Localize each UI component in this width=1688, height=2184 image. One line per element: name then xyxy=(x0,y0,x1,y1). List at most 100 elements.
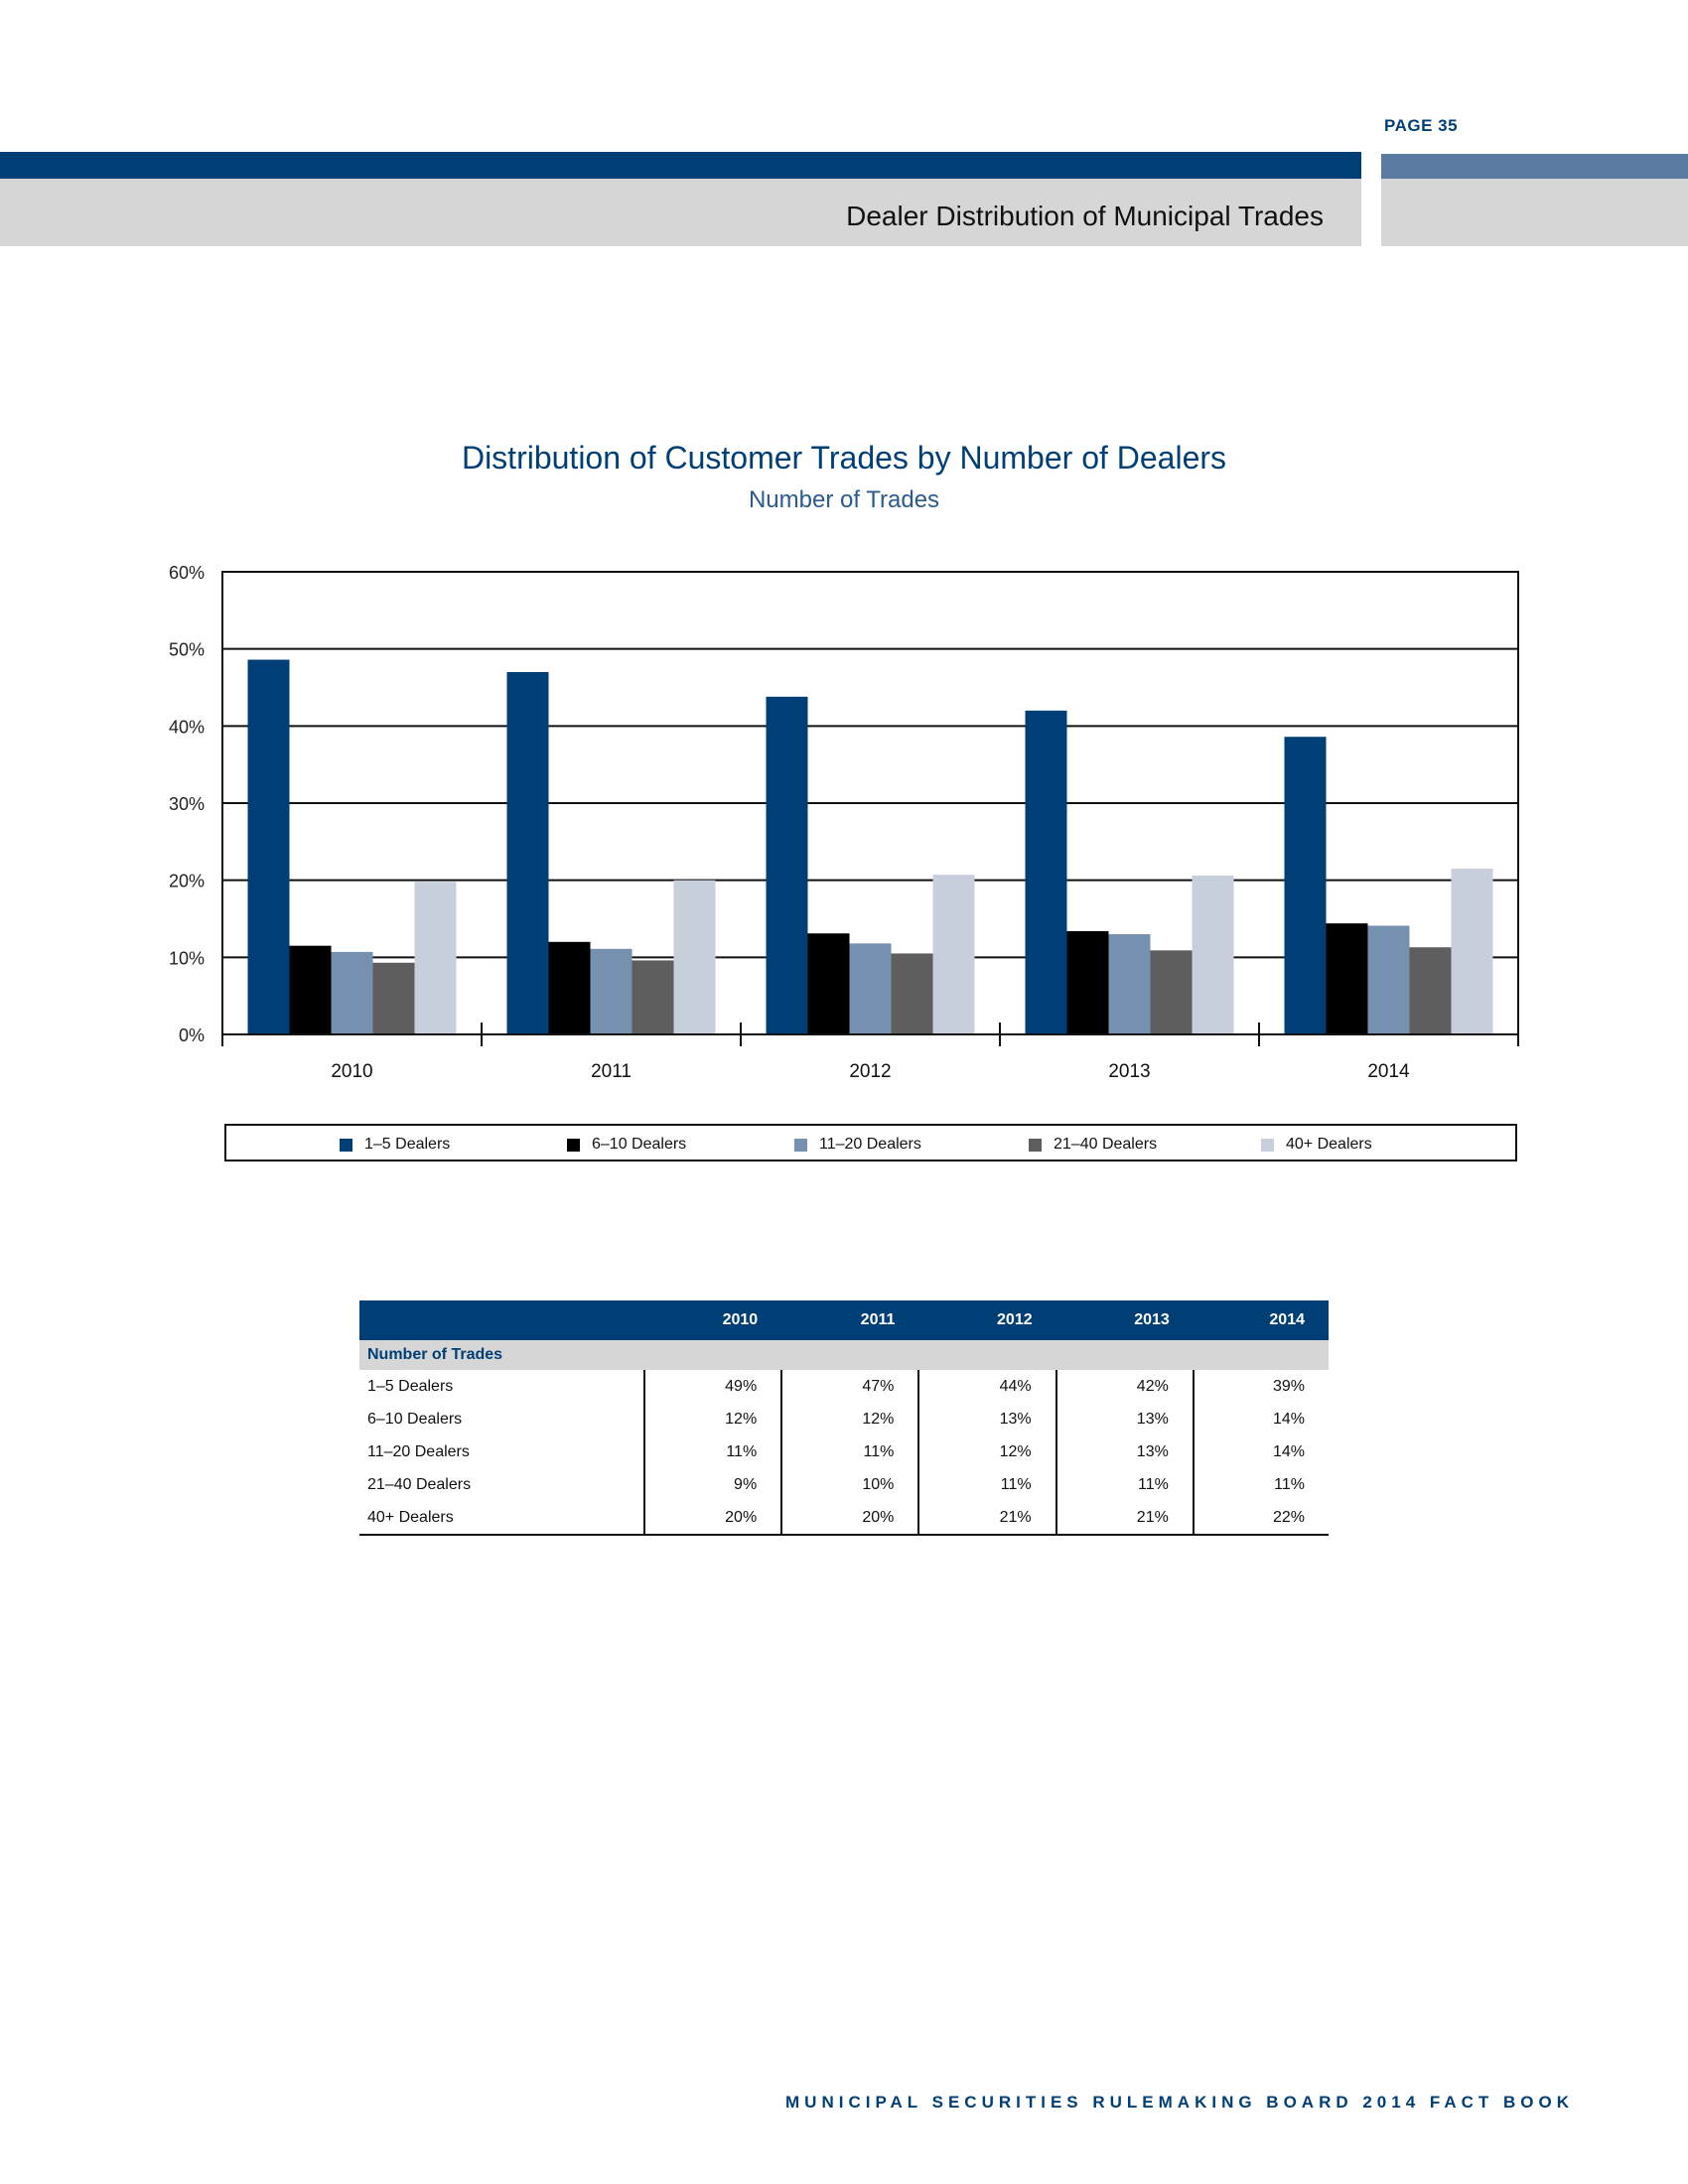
legend-item: 21–40 Dealers xyxy=(1029,1136,1157,1154)
table-cell: 14% xyxy=(1192,1435,1329,1468)
legend-label: 40+ Dealers xyxy=(1286,1136,1372,1153)
bar-1-5-dealers-2012 xyxy=(766,696,808,1034)
bar-40-dealers-2011 xyxy=(673,880,716,1034)
chart-legend: 1–5 Dealers 6–10 Dealers 11–20 Dealers 21–4… xyxy=(224,1124,1517,1161)
bar-11-20-dealers-2010 xyxy=(331,951,373,1034)
table-section-label: Number of Trades xyxy=(359,1340,1329,1370)
table-cell: 11% xyxy=(1055,1468,1194,1501)
table-cell: 13% xyxy=(1055,1435,1194,1468)
table-row: 6–10 Dealers 12% 12% 13% 13% 14% xyxy=(359,1403,1329,1435)
x-tick-label: 2011 xyxy=(591,1061,632,1082)
y-tick-label: 40% xyxy=(169,717,205,737)
footer: MUNICIPAL SECURITIES RULEMAKING BOARD 20… xyxy=(785,2093,1574,2112)
bar-21-40-dealers-2012 xyxy=(891,953,933,1034)
bar-21-40-dealers-2010 xyxy=(372,962,415,1034)
column-header: 2012 xyxy=(918,1300,1056,1340)
table-cell: 21% xyxy=(1055,1501,1194,1536)
table-cell: 49% xyxy=(642,1370,782,1403)
bar-6-10-dealers-2010 xyxy=(289,945,332,1034)
bar-6-10-dealers-2012 xyxy=(807,933,850,1034)
table-cell: 44% xyxy=(917,1370,1056,1403)
bar-chart: 0% 10% 20% 30% 40% 50% 60% 2010 2011 2012 2013 2014 xyxy=(169,563,1519,1082)
header-band-gray xyxy=(0,179,1361,246)
column-header: 2014 xyxy=(1193,1300,1329,1340)
table-cell: 11% xyxy=(780,1435,919,1468)
bar-11-20-dealers-2013 xyxy=(1108,934,1151,1034)
header-band-side-gray xyxy=(1381,179,1688,246)
row-label: 21–40 Dealers xyxy=(367,1475,472,1493)
row-label: 6–10 Dealers xyxy=(367,1410,463,1428)
legend-item: 11–20 Dealers xyxy=(794,1136,921,1154)
table-cell: 39% xyxy=(1192,1370,1329,1403)
bar-21-40-dealers-2013 xyxy=(1150,950,1193,1034)
table-cell: 20% xyxy=(642,1501,782,1536)
table-cell: 21% xyxy=(917,1501,1056,1536)
table-cell: 12% xyxy=(780,1403,919,1435)
bar-21-40-dealers-2014 xyxy=(1409,947,1452,1034)
section-title: Dealer Distribution of Municipal Trades xyxy=(846,201,1324,231)
table-row: 40+ Dealers 20% 20% 21% 21% 22% xyxy=(359,1501,1329,1536)
table-cell: 12% xyxy=(642,1403,782,1435)
y-tick-label: 0% xyxy=(179,1025,205,1045)
x-tick-label: 2013 xyxy=(1108,1061,1150,1082)
bar-1-5-dealers-2011 xyxy=(506,671,549,1034)
legend-label: 11–20 Dealers xyxy=(819,1136,921,1153)
table-cell: 20% xyxy=(780,1501,919,1536)
table-header: 2010 2011 2012 2013 2014 xyxy=(359,1300,1329,1340)
bar-11-20-dealers-2012 xyxy=(849,943,892,1034)
legend-label: 6–10 Dealers xyxy=(592,1136,687,1153)
table-header-blank xyxy=(359,1300,644,1340)
y-tick-label: 50% xyxy=(169,640,205,660)
table-cell: 13% xyxy=(1055,1403,1194,1435)
column-header: 2011 xyxy=(781,1300,919,1340)
row-label: 11–20 Dealers xyxy=(367,1442,470,1460)
table-row: 21–40 Dealers 9% 10% 11% 11% 11% xyxy=(359,1468,1329,1501)
bar-1-5-dealers-2014 xyxy=(1284,737,1327,1034)
legend-swatch xyxy=(567,1138,580,1152)
legend-swatch xyxy=(1261,1138,1274,1152)
legend-item: 6–10 Dealers xyxy=(567,1136,686,1154)
x-tick-label: 2012 xyxy=(849,1061,891,1082)
table-row: 1–5 Dealers 49% 47% 44% 42% 39% xyxy=(359,1370,1329,1403)
row-label: 40+ Dealers xyxy=(359,1501,644,1536)
x-tick-label: 2014 xyxy=(1367,1061,1410,1082)
y-tick-label: 10% xyxy=(169,948,205,968)
bar-1-5-dealers-2010 xyxy=(247,659,290,1034)
legend-swatch xyxy=(340,1138,352,1152)
table-cell: 12% xyxy=(917,1435,1056,1468)
column-header: 2010 xyxy=(643,1300,782,1340)
legend-label: 1–5 Dealers xyxy=(364,1136,451,1153)
bar-6-10-dealers-2014 xyxy=(1326,923,1368,1034)
y-tick-label: 20% xyxy=(169,872,205,891)
table-cell: 10% xyxy=(780,1468,919,1501)
chart-title: Distribution of Customer Trades by Numbe… xyxy=(461,440,1227,476)
bar-40-dealers-2012 xyxy=(932,875,975,1034)
bar-6-10-dealers-2013 xyxy=(1066,930,1109,1034)
x-tick-label: 2010 xyxy=(331,1061,372,1082)
bar-40-dealers-2013 xyxy=(1192,876,1234,1034)
legend-item: 40+ Dealers xyxy=(1261,1136,1372,1154)
legend-label: 21–40 Dealers xyxy=(1054,1136,1158,1153)
row-label: 1–5 Dealers xyxy=(367,1377,454,1395)
data-table: 2010 2011 2012 2013 2014 Number of Trades 1–… xyxy=(359,1300,1329,1536)
column-header: 2013 xyxy=(1055,1300,1194,1340)
bar-21-40-dealers-2011 xyxy=(632,960,674,1034)
header-band xyxy=(0,152,1361,179)
table-row: 11–20 Dealers 11% 11% 12% 13% 14% xyxy=(359,1435,1329,1468)
legend-item: 1–5 Dealers xyxy=(340,1136,450,1154)
table-cell: 9% xyxy=(642,1468,782,1501)
table-cell: 47% xyxy=(780,1370,919,1403)
table-cell: 11% xyxy=(917,1468,1056,1501)
bar-1-5-dealers-2013 xyxy=(1025,710,1067,1034)
legend-swatch xyxy=(1029,1138,1042,1152)
page-number: PAGE 35 xyxy=(1384,116,1459,135)
table-cell: 11% xyxy=(642,1435,782,1468)
y-tick-label: 30% xyxy=(169,794,205,814)
bar-40-dealers-2014 xyxy=(1451,869,1493,1034)
legend-swatch xyxy=(794,1138,807,1152)
table-cell: 22% xyxy=(1192,1501,1329,1536)
bar-11-20-dealers-2014 xyxy=(1367,925,1410,1034)
bar-11-20-dealers-2011 xyxy=(590,948,633,1034)
bar-40-dealers-2010 xyxy=(414,882,457,1034)
plot-frame xyxy=(221,571,1519,1035)
